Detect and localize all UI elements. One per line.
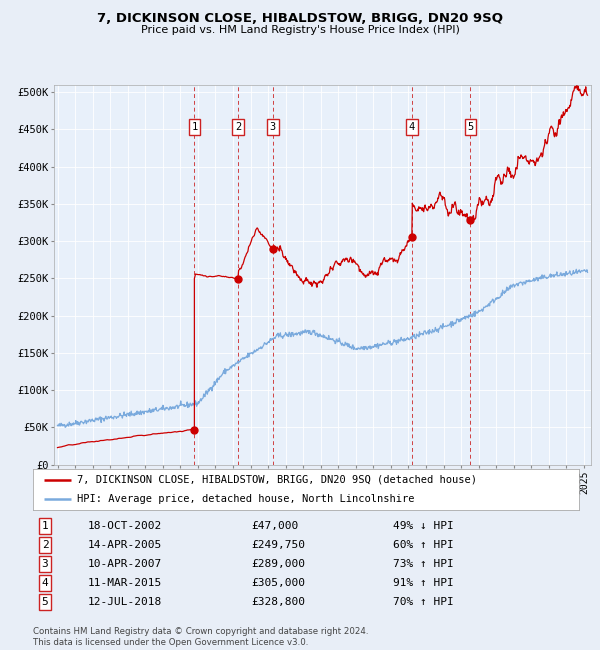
Text: 12-JUL-2018: 12-JUL-2018 [88,597,162,607]
Text: 2: 2 [41,540,49,550]
Text: £305,000: £305,000 [251,578,305,588]
Text: 3: 3 [270,122,276,132]
Text: 70% ↑ HPI: 70% ↑ HPI [394,597,454,607]
Text: 7, DICKINSON CLOSE, HIBALDSTOW, BRIGG, DN20 9SQ (detached house): 7, DICKINSON CLOSE, HIBALDSTOW, BRIGG, D… [77,474,476,485]
Text: 11-MAR-2015: 11-MAR-2015 [88,578,162,588]
Text: Price paid vs. HM Land Registry's House Price Index (HPI): Price paid vs. HM Land Registry's House … [140,25,460,34]
Text: 73% ↑ HPI: 73% ↑ HPI [394,559,454,569]
Text: 4: 4 [409,122,415,132]
Text: £289,000: £289,000 [251,559,305,569]
Text: 1: 1 [191,122,197,132]
Text: 49% ↓ HPI: 49% ↓ HPI [394,521,454,531]
Text: 5: 5 [467,122,473,132]
Text: 10-APR-2007: 10-APR-2007 [88,559,162,569]
Text: 18-OCT-2002: 18-OCT-2002 [88,521,162,531]
Text: £249,750: £249,750 [251,540,305,550]
Text: 1: 1 [41,521,49,531]
Text: 3: 3 [41,559,49,569]
Text: £47,000: £47,000 [251,521,299,531]
Text: 4: 4 [41,578,49,588]
Text: £328,800: £328,800 [251,597,305,607]
Text: HPI: Average price, detached house, North Lincolnshire: HPI: Average price, detached house, Nort… [77,493,414,504]
Text: 7, DICKINSON CLOSE, HIBALDSTOW, BRIGG, DN20 9SQ: 7, DICKINSON CLOSE, HIBALDSTOW, BRIGG, D… [97,12,503,25]
Text: Contains HM Land Registry data © Crown copyright and database right 2024.
This d: Contains HM Land Registry data © Crown c… [33,627,368,647]
Text: 91% ↑ HPI: 91% ↑ HPI [394,578,454,588]
Text: 5: 5 [41,597,49,607]
Text: 2: 2 [235,122,241,132]
Text: 60% ↑ HPI: 60% ↑ HPI [394,540,454,550]
Text: 14-APR-2005: 14-APR-2005 [88,540,162,550]
